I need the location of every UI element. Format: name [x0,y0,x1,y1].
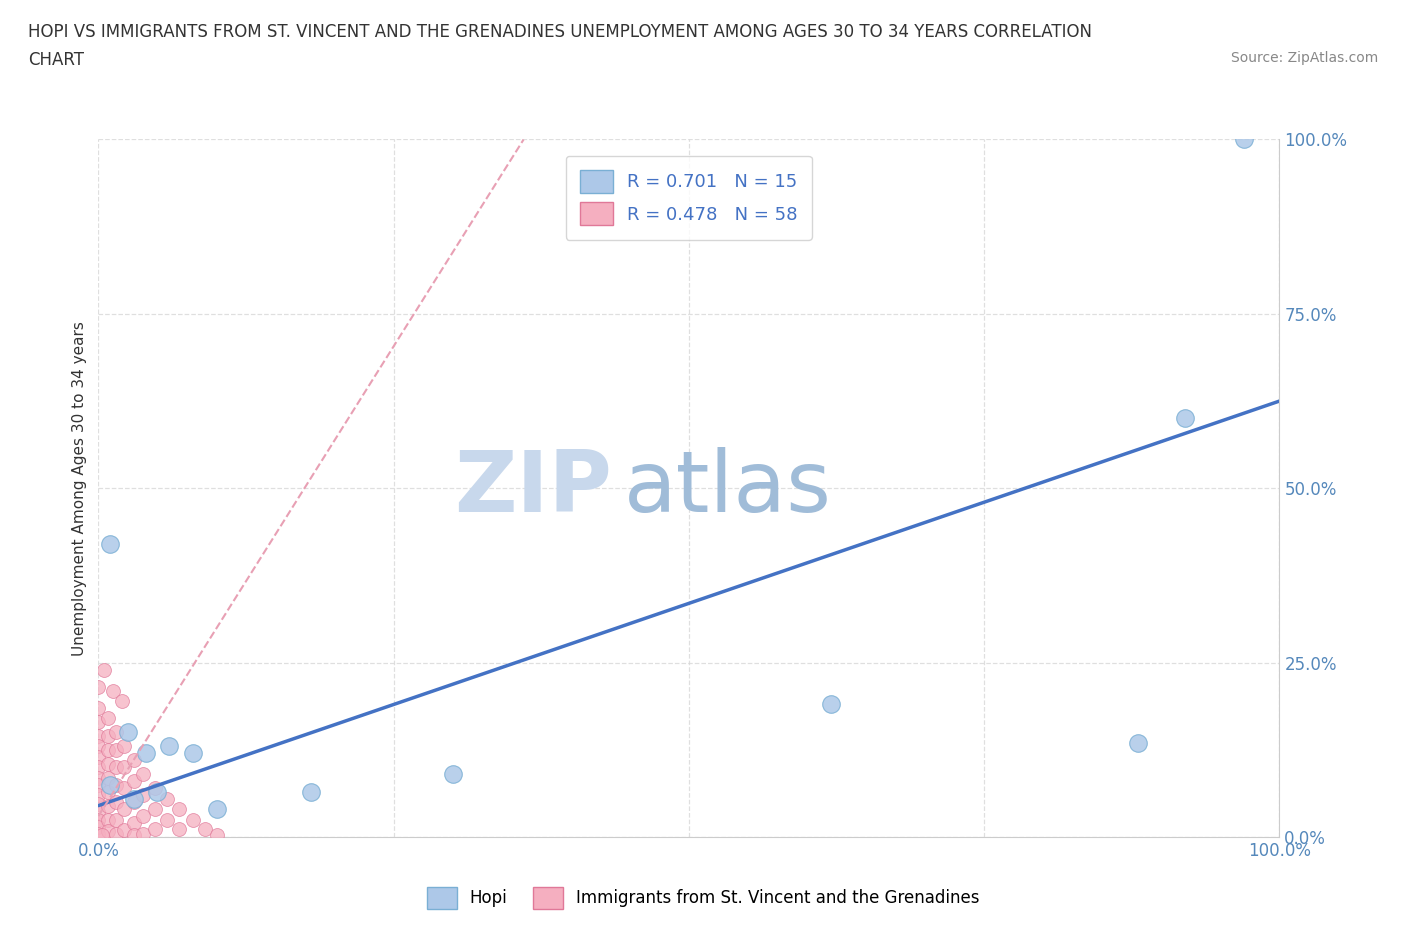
Point [87,770,110,785]
Point [135,746,157,761]
Point [87,796,110,811]
Point [111,694,134,709]
Point [87,819,110,834]
Text: Source: ZipAtlas.com: Source: ZipAtlas.com [1230,51,1378,65]
Point [105,777,128,792]
Point [87,760,110,775]
Point [205,802,228,817]
Point [132,826,155,841]
Point [87,700,110,715]
Point [167,821,190,836]
Point [87,728,110,743]
Point [143,802,166,817]
Point [97,742,120,757]
Point [97,824,120,839]
Point [87,826,110,841]
Point [112,738,135,753]
Point [87,714,110,729]
Point [167,802,190,817]
Point [105,725,128,740]
Point [181,812,204,827]
Point [87,804,110,819]
Point [820,698,842,712]
Point [112,823,135,837]
Point [157,738,180,753]
Point [112,781,135,796]
Point [91,828,114,843]
Point [97,812,120,827]
Point [1174,411,1197,426]
Point [122,791,145,806]
Legend: Hopi, Immigrants from St. Vincent and the Grenadines: Hopi, Immigrants from St. Vincent and th… [418,879,988,917]
Legend: R = 0.701   N = 15, R = 0.478   N = 58: R = 0.701 N = 15, R = 0.478 N = 58 [565,155,813,240]
Point [181,746,204,761]
Point [87,788,110,803]
Point [87,750,110,764]
Point [441,766,464,781]
Text: CHART: CHART [28,51,84,69]
Point [112,760,135,775]
Point [122,774,145,789]
Point [87,738,110,753]
Point [132,766,155,781]
Point [101,683,124,698]
Point [132,788,155,803]
Point [98,537,121,551]
Point [105,826,128,841]
Point [93,662,115,677]
Point [87,812,110,827]
Point [156,812,179,827]
Point [205,828,228,843]
Point [1233,132,1256,147]
Point [97,756,120,771]
Point [156,791,179,806]
Point [105,742,128,757]
Y-axis label: Unemployment Among Ages 30 to 34 years: Unemployment Among Ages 30 to 34 years [72,321,87,656]
Point [87,680,110,695]
Point [117,725,139,740]
Point [97,711,120,725]
Point [97,728,120,743]
Point [122,816,145,830]
Point [194,821,217,836]
Point [143,781,166,796]
Text: atlas: atlas [624,446,832,530]
Point [105,760,128,775]
Point [105,812,128,827]
Point [146,784,169,799]
Point [97,784,120,799]
Point [143,821,166,836]
Point [122,794,145,809]
Point [105,794,128,809]
Point [1126,736,1149,751]
Point [122,828,145,843]
Point [97,798,120,813]
Text: HOPI VS IMMIGRANTS FROM ST. VINCENT AND THE GRENADINES UNEMPLOYMENT AMONG AGES 3: HOPI VS IMMIGRANTS FROM ST. VINCENT AND … [28,23,1092,41]
Point [299,784,322,799]
Point [98,777,121,792]
Point [87,777,110,792]
Point [132,809,155,824]
Point [97,770,120,785]
Text: ZIP: ZIP [454,446,612,530]
Point [112,802,135,817]
Point [122,753,145,768]
